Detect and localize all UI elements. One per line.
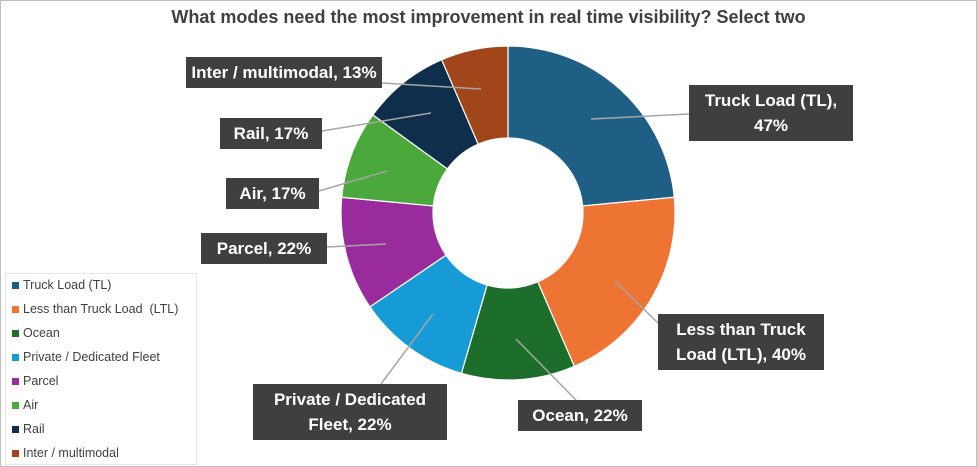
legend-swatch: [12, 402, 19, 410]
legend-label: Parcel: [23, 374, 59, 388]
legend-item: Truck Load (TL): [12, 278, 111, 292]
legend-label: Rail: [23, 422, 45, 436]
donut-slice: [440, 45, 509, 145]
legend: Truck Load (TL) Less than Truck Load (LTL…: [5, 273, 197, 465]
legend-item: Air: [12, 398, 38, 412]
legend-label: Less than Truck Load (LTL): [23, 302, 179, 316]
legend-item: Ocean: [12, 326, 60, 340]
legend-item: Inter / multimodal: [12, 446, 119, 460]
legend-label: Inter / multimodal: [23, 446, 119, 460]
legend-swatch: [12, 426, 19, 434]
legend-label: Ocean: [23, 326, 60, 340]
leader-line: [318, 170, 388, 192]
leader-line: [614, 280, 659, 324]
legend-item: Parcel: [12, 374, 58, 388]
data-label: Inter / multimodal, 13%: [186, 57, 382, 88]
legend-swatch: [12, 450, 19, 458]
data-label: Parcel, 22%: [201, 233, 327, 264]
legend-swatch: [12, 354, 19, 362]
leader-line: [515, 338, 577, 401]
chart-title: What modes need the most improvement in …: [171, 7, 806, 27]
donut-slice: [507, 45, 675, 207]
data-label: Less than Truck Load (LTL), 40%: [658, 314, 824, 370]
leader-line: [590, 113, 690, 120]
leader-line: [326, 243, 387, 248]
legend-swatch: [12, 378, 19, 386]
legend-swatch: [12, 330, 19, 338]
leader-line: [380, 313, 434, 385]
legend-item: Less than Truck Load (LTL): [12, 302, 178, 316]
legend-swatch: [12, 306, 19, 314]
legend-item: Rail: [12, 422, 45, 436]
legend-label: Air: [23, 398, 39, 412]
data-label: Private / Dedicated Fleet, 22%: [253, 384, 447, 440]
data-label: Air, 17%: [226, 178, 319, 209]
data-label: Ocean, 22%: [518, 400, 642, 431]
data-label: Truck Load (TL), 47%: [689, 85, 853, 141]
legend-swatch: [12, 282, 19, 290]
data-label: Rail, 17%: [220, 118, 322, 149]
donut-slice: [536, 196, 676, 368]
leader-line: [321, 112, 432, 132]
legend-label: Private / Dedicated Fleet: [23, 350, 160, 364]
legend-item: Private / Dedicated Fleet: [12, 350, 160, 364]
legend-label: Truck Load (TL): [23, 278, 112, 292]
leader-line: [381, 82, 482, 90]
